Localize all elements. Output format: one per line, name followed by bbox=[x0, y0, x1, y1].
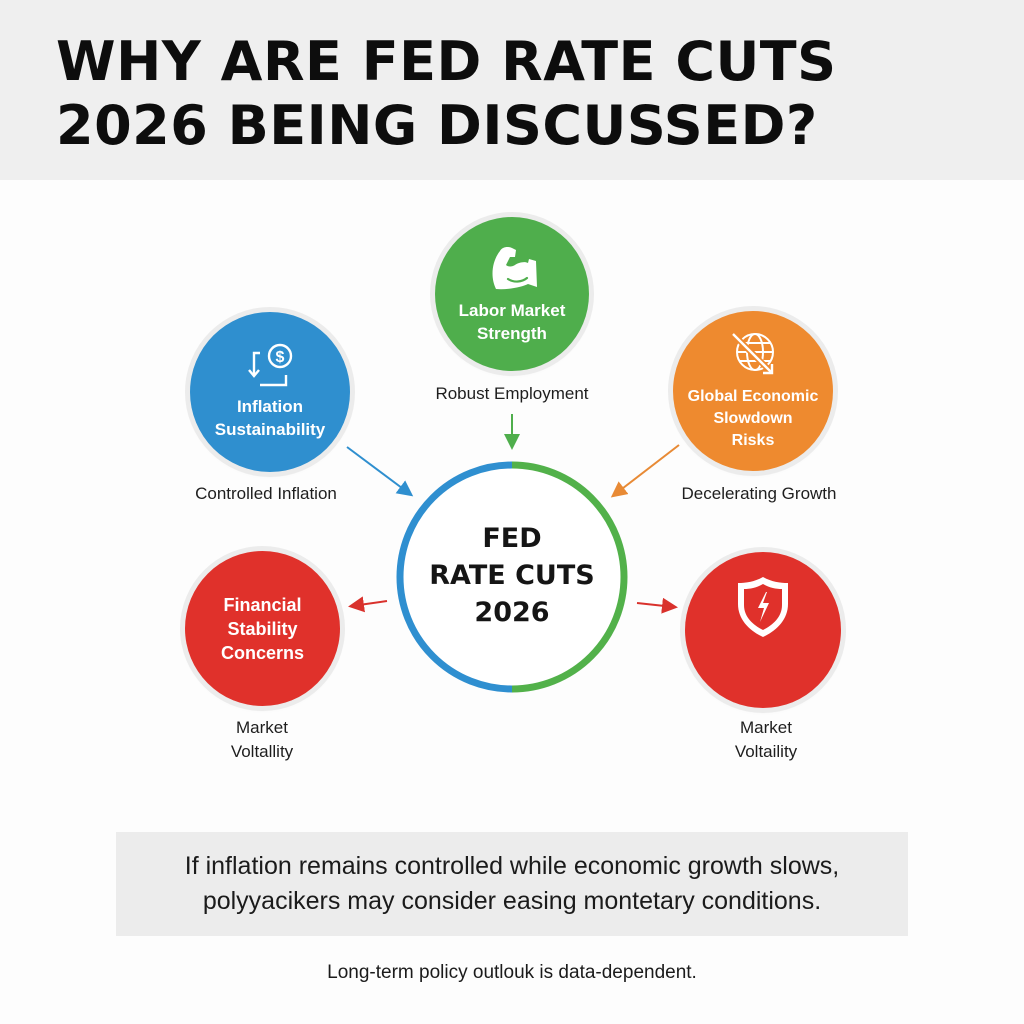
node-market-volatility bbox=[685, 552, 841, 708]
caption-global-slowdown: Decelerating Growth bbox=[681, 484, 837, 503]
page-title: WHY ARE FED RATE CUTS 2026 BEING DISCUSS… bbox=[56, 30, 837, 158]
caption-labor-market: Robust Employment bbox=[435, 384, 589, 403]
node-label: Global Economic Slowdown Risks bbox=[687, 388, 819, 449]
header-band: WHY ARE FED RATE CUTS 2026 BEING DISCUSS… bbox=[0, 0, 1024, 180]
globe-down-trend-icon bbox=[730, 331, 774, 375]
caption-inflation: Controlled Inflation bbox=[195, 484, 337, 503]
node-global-slowdown: Global Economic Slowdown Risks bbox=[673, 311, 833, 471]
center-label: FED RATE CUTS 2026 bbox=[429, 523, 595, 628]
footnote: Long-term policy outlouk is data-depende… bbox=[327, 962, 697, 983]
arrow-global-to-center bbox=[610, 444, 680, 498]
shield-lightning-icon bbox=[738, 577, 788, 637]
arrow-center-to-volatility bbox=[636, 597, 678, 614]
arrow-center-to-financial bbox=[348, 596, 388, 613]
caption-market-volatility: Market Voltaility bbox=[734, 718, 798, 761]
flexed-bicep-icon bbox=[492, 247, 537, 290]
node-label: Inflation Sustainability bbox=[214, 397, 326, 439]
dollar-down-arrow-icon: $ bbox=[248, 343, 293, 387]
caption-financial-stability: Market Voltallity bbox=[230, 718, 294, 761]
node-label: Labor Market Strength bbox=[458, 301, 566, 343]
arrow-inflation-to-center bbox=[346, 446, 414, 497]
summary-text: If inflation remains controlled while ec… bbox=[184, 852, 840, 915]
node-financial-stability: Financial Stability Concerns bbox=[185, 551, 340, 706]
central-ring bbox=[396, 461, 628, 693]
node-label: Financial Stability Concerns bbox=[220, 594, 305, 663]
node-labor-market: Labor Market Strength bbox=[435, 217, 589, 371]
node-inflation: $ Inflation Sustainability bbox=[190, 312, 350, 472]
title-line-2: 2026 BEING DISCUSSED? bbox=[56, 94, 818, 157]
svg-text:$: $ bbox=[276, 349, 285, 366]
summary-box: If inflation remains controlled while ec… bbox=[116, 832, 908, 936]
title-line-1: WHY ARE FED RATE CUTS bbox=[56, 30, 837, 93]
